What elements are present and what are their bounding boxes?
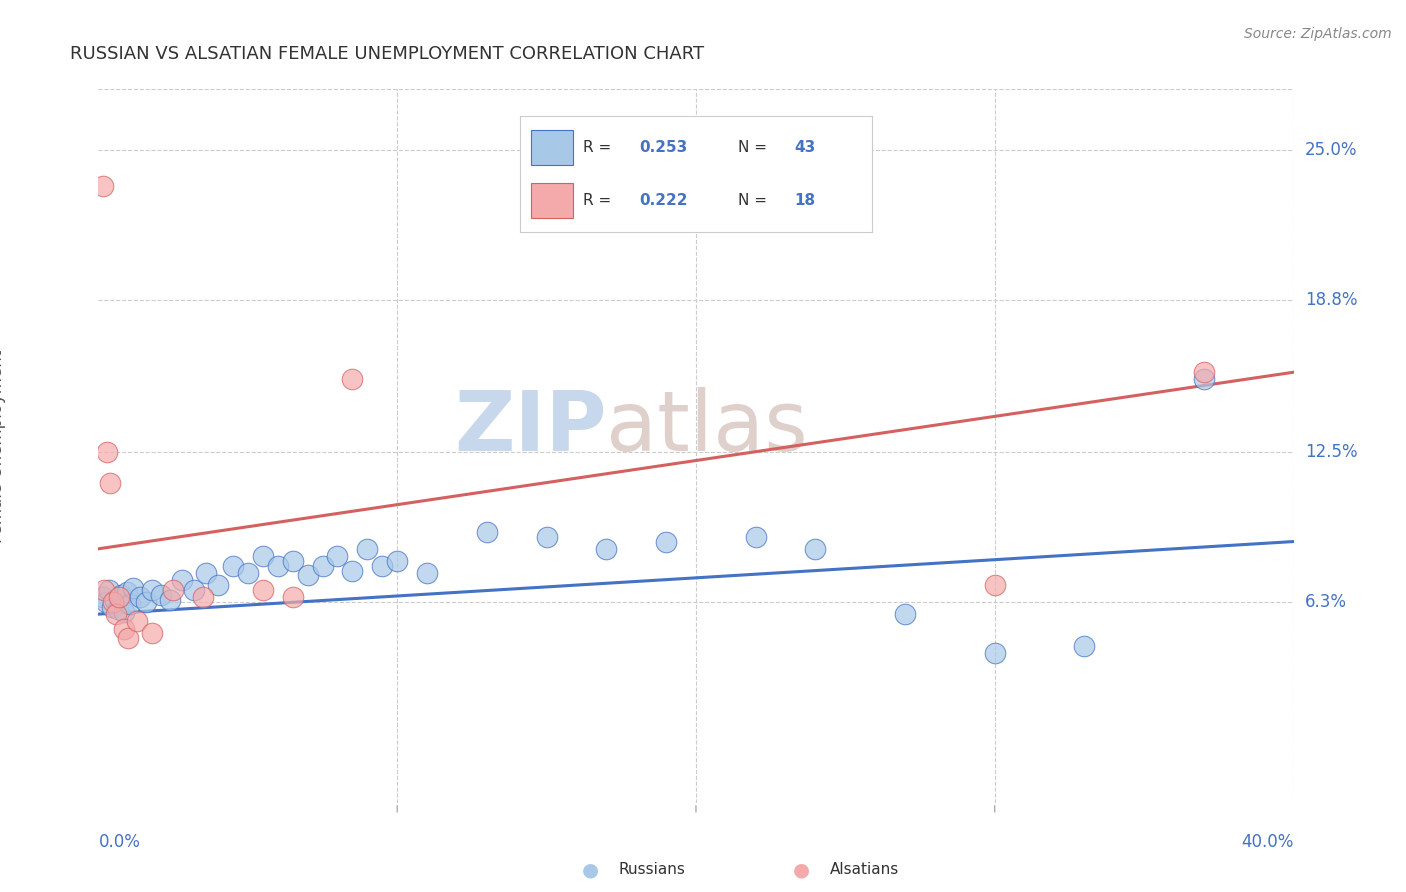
Point <box>112 622 135 636</box>
Point <box>745 530 768 544</box>
Point <box>894 607 917 621</box>
Text: 40.0%: 40.0% <box>1241 833 1294 851</box>
Point <box>107 602 129 616</box>
Text: 12.5%: 12.5% <box>1305 443 1357 461</box>
Point <box>96 445 118 459</box>
Point <box>129 590 152 604</box>
Point <box>385 554 409 568</box>
Text: 43: 43 <box>794 140 815 155</box>
Point <box>98 476 122 491</box>
Text: 0.253: 0.253 <box>640 140 688 155</box>
Point <box>101 599 124 614</box>
FancyBboxPatch shape <box>531 183 574 218</box>
Text: 6.3%: 6.3% <box>1305 593 1347 611</box>
Text: 18: 18 <box>794 193 815 208</box>
Point <box>281 554 304 568</box>
Text: ●: ● <box>582 860 599 880</box>
Point <box>536 530 558 544</box>
Point <box>91 178 114 193</box>
Point <box>127 615 149 629</box>
Point <box>1192 365 1215 379</box>
Point <box>150 588 173 602</box>
Point <box>115 585 138 599</box>
Text: RUSSIAN VS ALSATIAN FEMALE UNEMPLOYMENT CORRELATION CHART: RUSSIAN VS ALSATIAN FEMALE UNEMPLOYMENT … <box>70 45 704 62</box>
Text: N =: N = <box>738 140 772 155</box>
Point <box>222 558 245 573</box>
Text: 25.0%: 25.0% <box>1305 141 1357 159</box>
FancyBboxPatch shape <box>531 130 574 165</box>
Text: R =: R = <box>583 140 617 155</box>
Point <box>297 568 319 582</box>
Point <box>1192 372 1215 386</box>
Point <box>207 578 229 592</box>
Point <box>103 595 125 609</box>
Point <box>194 566 218 580</box>
Point <box>112 605 135 619</box>
Text: N =: N = <box>738 193 772 208</box>
Point <box>191 590 214 604</box>
Point <box>655 534 678 549</box>
Point <box>172 574 194 588</box>
Point <box>93 582 115 597</box>
Point <box>595 541 617 556</box>
Point <box>983 578 1005 592</box>
Point <box>983 646 1005 660</box>
Point <box>97 582 120 597</box>
Text: Russians: Russians <box>619 863 686 877</box>
Point <box>118 598 141 612</box>
Point <box>1073 639 1095 653</box>
Point <box>371 558 394 573</box>
Point <box>94 595 117 609</box>
Point <box>117 632 139 646</box>
Point <box>342 564 364 578</box>
Text: R =: R = <box>583 193 617 208</box>
Point <box>252 549 274 563</box>
Point <box>135 595 157 609</box>
Point <box>416 566 439 580</box>
Point <box>281 590 304 604</box>
Text: 0.222: 0.222 <box>640 193 688 208</box>
Point <box>342 372 364 386</box>
Point <box>252 582 274 597</box>
Point <box>236 566 259 580</box>
Point <box>162 582 184 597</box>
Point <box>105 607 128 621</box>
Point <box>104 592 127 607</box>
Text: ZIP: ZIP <box>454 387 606 468</box>
Point <box>141 626 163 640</box>
Point <box>108 590 131 604</box>
Point <box>141 582 163 597</box>
Point <box>356 541 378 556</box>
Text: Alsatians: Alsatians <box>830 863 898 877</box>
Point <box>267 558 290 573</box>
Text: Source: ZipAtlas.com: Source: ZipAtlas.com <box>1244 27 1392 41</box>
Text: 18.8%: 18.8% <box>1305 291 1357 309</box>
Text: ●: ● <box>793 860 810 880</box>
Point <box>311 558 333 573</box>
Text: 0.0%: 0.0% <box>98 833 141 851</box>
Point <box>326 549 349 563</box>
Text: atlas: atlas <box>606 387 808 468</box>
Point <box>804 541 827 556</box>
Point <box>475 524 498 539</box>
Point <box>121 581 143 595</box>
Point <box>110 588 132 602</box>
Point <box>159 592 181 607</box>
Point <box>91 590 114 604</box>
Text: Female Unemployment: Female Unemployment <box>0 350 6 542</box>
Point <box>183 582 205 597</box>
